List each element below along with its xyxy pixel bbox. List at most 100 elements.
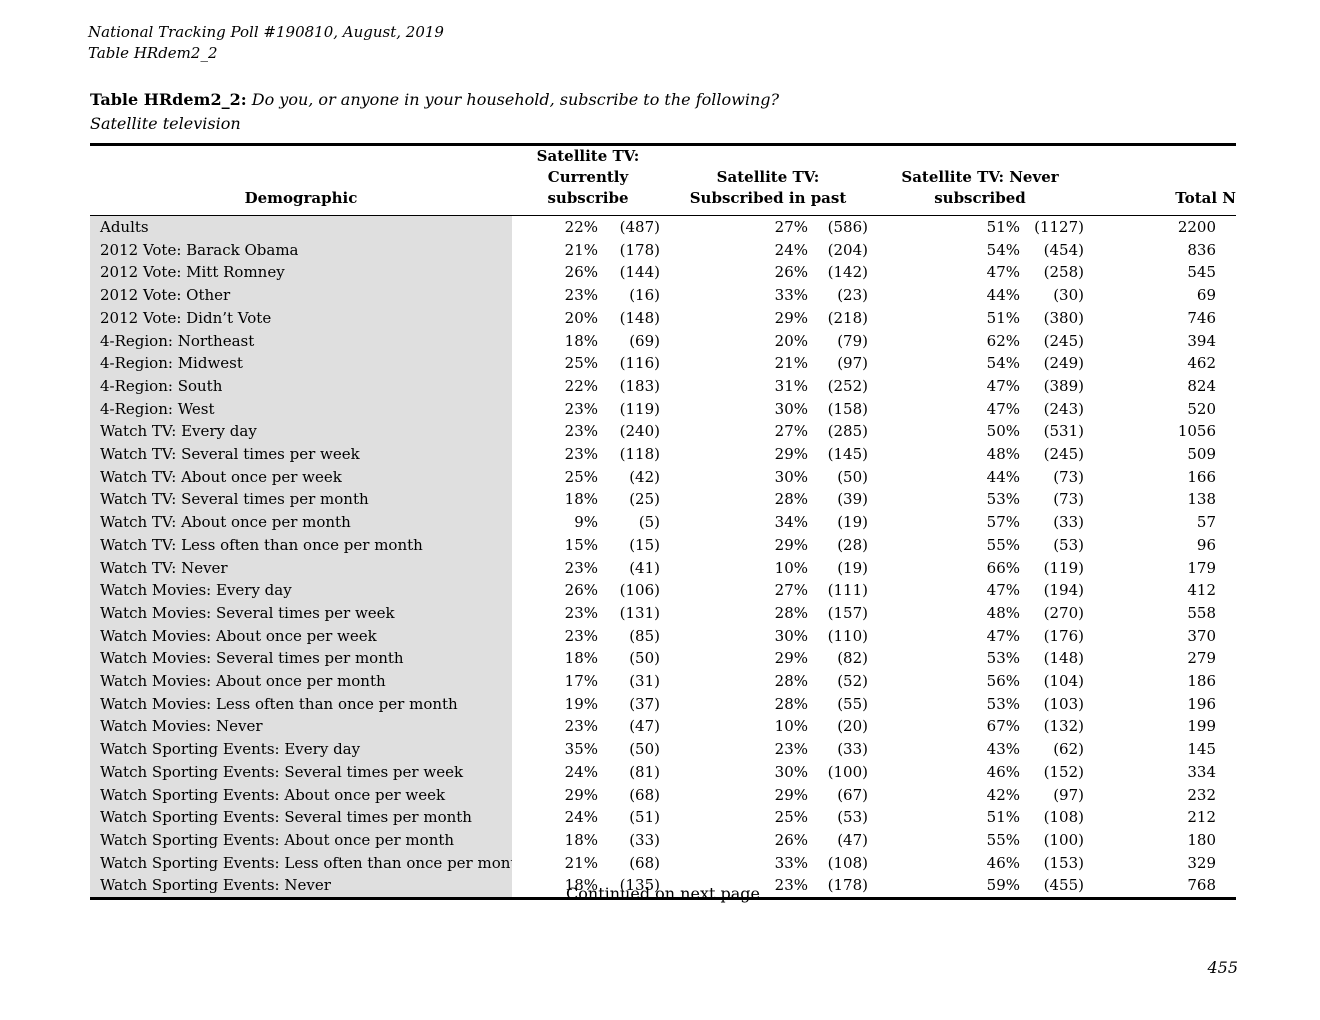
never-subscribed-count: (455) xyxy=(1043,876,1084,895)
never-subscribed-pct: 51% xyxy=(986,808,1020,827)
row-demographic-label: Watch Sporting Events: Every day xyxy=(90,738,512,761)
subscribed-in-past-count: (108) xyxy=(827,853,868,872)
subscribed-in-past-pct: 28% xyxy=(774,672,808,691)
total-n-value: 279 xyxy=(1187,649,1216,668)
subscribed-in-past-pct: 10% xyxy=(774,717,808,736)
currently-subscribe-count: (144) xyxy=(619,263,660,282)
never-subscribed-pct: 47% xyxy=(986,581,1020,600)
currently-subscribe-count: (148) xyxy=(619,308,660,327)
subscribed-in-past-count: (285) xyxy=(827,422,868,441)
subscribed-in-past-count: (19) xyxy=(837,513,868,532)
table-row: Watch TV: Less often than once per month… xyxy=(90,533,1236,557)
never-subscribed-count: (194) xyxy=(1043,581,1084,600)
subscribed-in-past-pct: 29% xyxy=(774,785,808,804)
subscribed-in-past-count: (47) xyxy=(837,830,868,849)
total-n-value: 509 xyxy=(1187,445,1216,464)
total-n-value: 412 xyxy=(1187,581,1216,600)
subscribed-in-past-count: (19) xyxy=(837,558,868,577)
never-subscribed-count: (152) xyxy=(1043,762,1084,781)
currently-subscribe-pct: 26% xyxy=(564,263,598,282)
never-subscribed-pct: 59% xyxy=(986,876,1020,895)
currently-subscribe-count: (85) xyxy=(629,626,660,645)
subscribed-in-past-pct: 10% xyxy=(774,558,808,577)
total-n-value: 69 xyxy=(1196,286,1216,305)
subscribed-in-past-pct: 27% xyxy=(774,218,808,236)
never-subscribed-pct: 57% xyxy=(986,513,1020,532)
subscribed-in-past-pct: 26% xyxy=(774,263,808,282)
subscribed-in-past-pct: 28% xyxy=(774,603,808,622)
currently-subscribe-pct: 23% xyxy=(564,445,598,464)
currently-subscribe-count: (15) xyxy=(629,535,660,554)
subscribed-in-past-pct: 30% xyxy=(774,626,808,645)
column-header-subscribed-in-past-line1: Satellite TV: xyxy=(716,168,820,186)
currently-subscribe-pct: 22% xyxy=(564,218,598,236)
total-n-value: 232 xyxy=(1187,785,1216,804)
table-row: Watch Movies: About once per month 17% (… xyxy=(90,670,1236,693)
never-subscribed-pct: 53% xyxy=(986,694,1020,713)
currently-subscribe-pct: 17% xyxy=(564,672,598,691)
currently-subscribe-pct: 25% xyxy=(564,354,598,373)
row-demographic-label: Watch Sporting Events: About once per we… xyxy=(90,783,512,807)
row-demographic-label: Watch Movies: Every day xyxy=(90,579,512,602)
total-n-value: 520 xyxy=(1187,399,1216,418)
never-subscribed-count: (103) xyxy=(1043,694,1084,713)
never-subscribed-count: (1127) xyxy=(1034,218,1084,236)
row-demographic-label: 4-Region: West xyxy=(90,397,512,421)
table-row: Watch Sporting Events: Several times per… xyxy=(90,806,1236,829)
table-row: Adults 22% (487) 27% (586) 51% (1127) 22… xyxy=(90,215,1236,239)
never-subscribed-count: (531) xyxy=(1043,422,1084,441)
table-row: Watch Movies: About once per week 23% (8… xyxy=(90,624,1236,648)
row-demographic-label: Adults xyxy=(90,215,512,239)
currently-subscribe-pct: 23% xyxy=(564,603,598,622)
table-row: Watch TV: Every day 23% (240) 27% (285) … xyxy=(90,420,1236,444)
table-row: Watch Sporting Events: Never 18% (135) 2… xyxy=(90,874,1236,899)
row-demographic-label: 2012 Vote: Barack Obama xyxy=(90,238,512,262)
subscribed-in-past-count: (23) xyxy=(837,286,868,305)
currently-subscribe-pct: 23% xyxy=(564,717,598,736)
currently-subscribe-count: (41) xyxy=(629,558,660,577)
currently-subscribe-pct: 15% xyxy=(564,535,598,554)
subscribed-in-past-count: (55) xyxy=(837,694,868,713)
currently-subscribe-pct: 35% xyxy=(564,740,598,759)
subscribed-in-past-pct: 31% xyxy=(774,376,808,395)
total-n-value: 166 xyxy=(1187,467,1216,486)
table-title-question: Do you, or anyone in your household, sub… xyxy=(251,90,780,109)
never-subscribed-count: (104) xyxy=(1043,672,1084,691)
never-subscribed-pct: 44% xyxy=(986,467,1020,486)
currently-subscribe-pct: 9% xyxy=(574,513,598,532)
table-row: 2012 Vote: Other 23% (16) 33% (23) 44% (… xyxy=(90,284,1236,307)
never-subscribed-pct: 53% xyxy=(986,649,1020,668)
currently-subscribe-count: (131) xyxy=(619,603,660,622)
never-subscribed-pct: 50% xyxy=(986,422,1020,441)
currently-subscribe-count: (183) xyxy=(619,376,660,395)
row-demographic-label: Watch Movies: Never xyxy=(90,715,512,739)
total-n-value: 96 xyxy=(1196,535,1216,554)
currently-subscribe-count: (42) xyxy=(629,467,660,486)
currently-subscribe-pct: 23% xyxy=(564,286,598,305)
never-subscribed-count: (100) xyxy=(1043,830,1084,849)
row-demographic-label: 2012 Vote: Mitt Romney xyxy=(90,261,512,285)
never-subscribed-count: (380) xyxy=(1043,308,1084,327)
never-subscribed-pct: 47% xyxy=(986,263,1020,282)
currently-subscribe-count: (68) xyxy=(629,853,660,872)
table-title-label: Table HRdem2_2: xyxy=(90,90,247,109)
subscribed-in-past-count: (204) xyxy=(827,240,868,259)
total-n-value: 186 xyxy=(1187,672,1216,691)
never-subscribed-pct: 51% xyxy=(986,308,1020,327)
column-header-subscribed-in-past-line2: Subscribed in past xyxy=(689,189,847,207)
currently-subscribe-count: (25) xyxy=(629,490,660,509)
subscribed-in-past-pct: 27% xyxy=(774,422,808,441)
currently-subscribe-count: (47) xyxy=(629,717,660,736)
never-subscribed-count: (249) xyxy=(1043,354,1084,373)
never-subscribed-pct: 53% xyxy=(986,490,1020,509)
table-row: 2012 Vote: Mitt Romney 26% (144) 26% (14… xyxy=(90,261,1236,285)
column-header-never-subscribed: Satellite TV: Never subscribed xyxy=(872,144,1088,216)
currently-subscribe-pct: 18% xyxy=(564,830,598,849)
never-subscribed-count: (62) xyxy=(1053,740,1084,759)
row-demographic-label: Watch TV: About once per month xyxy=(90,511,512,534)
currently-subscribe-pct: 18% xyxy=(564,331,598,350)
table-row: 4-Region: West 23% (119) 30% (158) 47% (… xyxy=(90,397,1236,421)
total-n-value: 2200 xyxy=(1177,218,1216,236)
subscribed-in-past-count: (20) xyxy=(837,717,868,736)
table-row: Watch TV: Several times per week 23% (11… xyxy=(90,443,1236,466)
